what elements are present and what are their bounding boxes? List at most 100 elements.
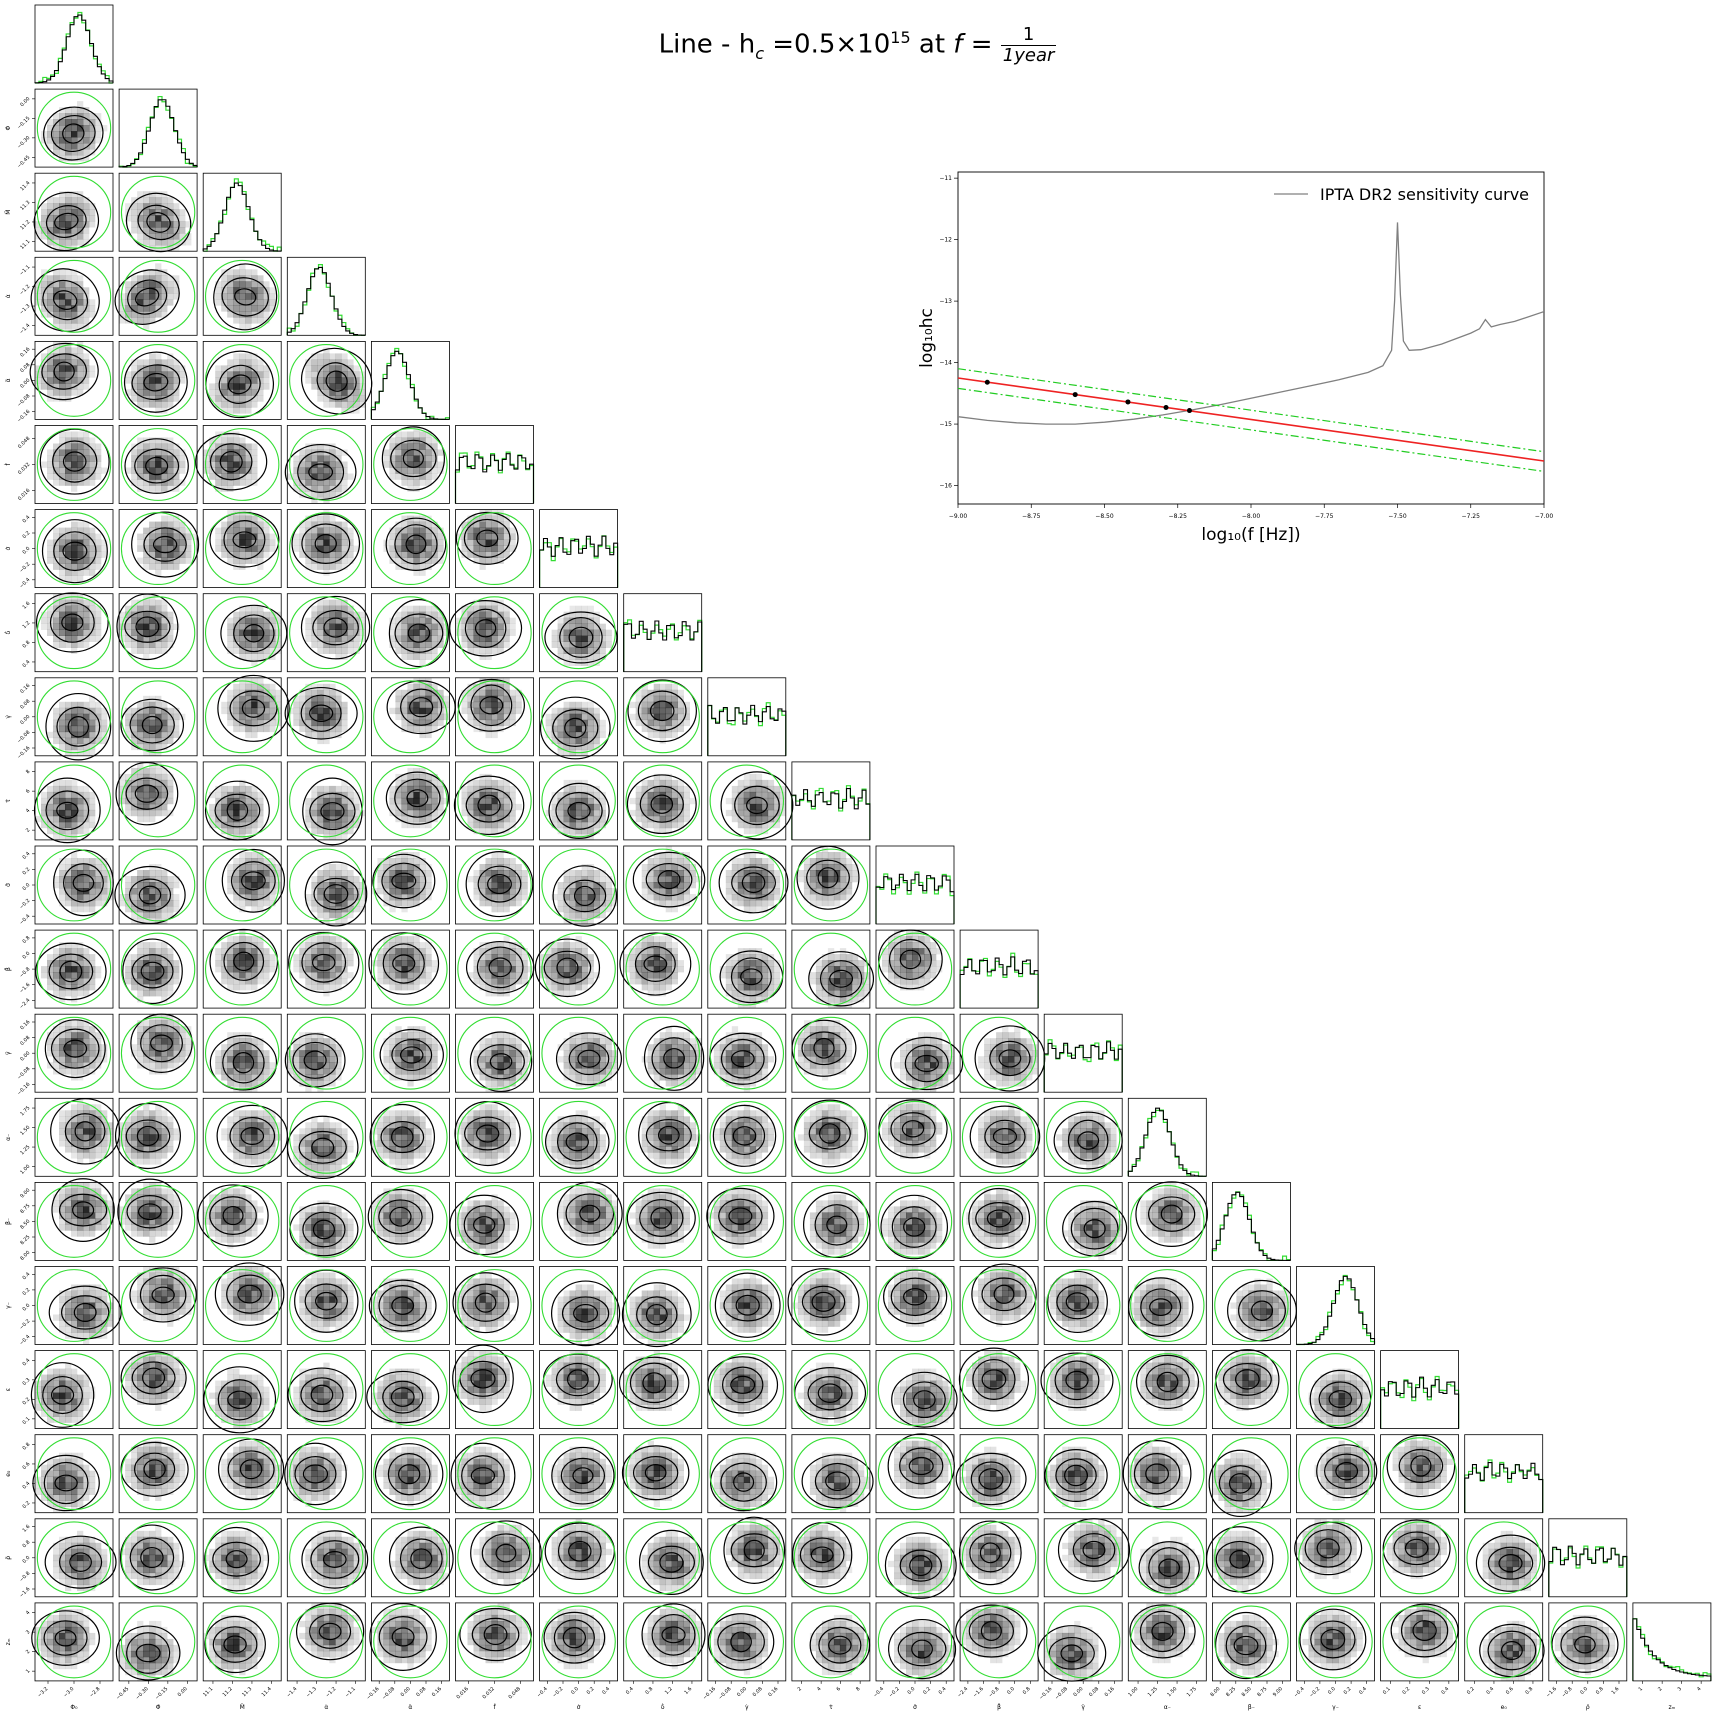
density-cell: [215, 281, 222, 288]
density-cell: [149, 317, 156, 324]
density-cell: [143, 287, 150, 294]
title-mid: =0.5×10: [763, 29, 891, 60]
density-cell: [173, 203, 180, 210]
density-cell: [161, 311, 168, 318]
density-cell: [65, 323, 72, 330]
density-cell: [149, 311, 156, 318]
density-cell: [167, 215, 174, 222]
density-cell: [41, 275, 48, 282]
title-fraction-num: 1: [1000, 24, 1057, 46]
density-cell: [71, 305, 78, 312]
density-cell: [125, 317, 132, 324]
histogram-posterior-2: [202, 182, 282, 252]
density-cell: [71, 269, 78, 276]
density-cell: [47, 215, 54, 222]
density-cell: [137, 215, 144, 222]
density-cell: [83, 317, 90, 324]
prior-contour: [120, 259, 196, 333]
density-cell: [77, 119, 84, 126]
density-cell: [233, 287, 240, 294]
contour-level-2: [62, 123, 85, 144]
density-cell: [179, 221, 186, 228]
density-cell: [173, 233, 180, 240]
density-cell: [47, 293, 54, 300]
density-cell: [41, 209, 48, 216]
density-cell: [89, 137, 96, 144]
density-cell: [65, 107, 72, 114]
density-cell: [65, 311, 72, 318]
density-cell: [83, 197, 90, 204]
density-cell: [83, 113, 90, 120]
density-cell: [47, 227, 54, 234]
density-cell: [71, 239, 78, 246]
density-cell: [65, 281, 72, 288]
density-cell: [65, 287, 72, 294]
density-cell: [77, 233, 84, 240]
density-cell: [167, 281, 174, 288]
density-cell: [137, 203, 144, 210]
contour-level-1: [137, 204, 180, 241]
density-cell: [53, 239, 60, 246]
density-cell: [41, 299, 48, 306]
density-cell: [53, 299, 60, 306]
density-cell: [137, 197, 144, 204]
density-cell: [71, 209, 78, 216]
density-cell: [83, 227, 90, 234]
density-cell: [89, 125, 96, 132]
density-cell: [125, 215, 132, 222]
density-cell: [83, 209, 90, 216]
density-cell: [227, 275, 234, 282]
density-cell: [83, 239, 90, 246]
density-cell: [53, 203, 60, 210]
density-cell: [155, 275, 162, 282]
density-cell: [221, 293, 228, 300]
density-cell: [89, 209, 96, 216]
density-cell: [77, 215, 84, 222]
density-cell: [143, 203, 150, 210]
density-cell: [149, 245, 156, 252]
density-cell: [155, 233, 162, 240]
density-cell: [161, 287, 168, 294]
density-cell: [77, 155, 84, 162]
panel-frame: [34, 172, 114, 252]
density-cell: [215, 299, 222, 306]
density-cell: [47, 233, 54, 240]
contour-level-2: [54, 212, 79, 231]
density-cell: [155, 299, 162, 306]
density-cell: [65, 269, 72, 276]
density-cell: [53, 323, 60, 330]
title-fraction: 1 1year: [1000, 24, 1057, 66]
density-cell: [125, 281, 132, 288]
density-cell: [143, 209, 150, 216]
density-cell: [131, 227, 138, 234]
density-cell: [167, 299, 174, 306]
density-cell: [131, 305, 138, 312]
density-cell: [131, 221, 138, 228]
density-cell: [77, 227, 84, 234]
density-cell: [155, 221, 162, 228]
density-cell: [227, 311, 234, 318]
density-cell: [155, 239, 162, 246]
density-cell: [155, 269, 162, 276]
density-cell: [65, 305, 72, 312]
density-cell: [77, 221, 84, 228]
density-cell: [119, 293, 126, 300]
density-cell: [161, 215, 168, 222]
density-cell: [179, 215, 186, 222]
contour-level-0: [43, 106, 104, 161]
density-cell: [65, 215, 72, 222]
density-cell: [59, 233, 66, 240]
density-cell: [137, 281, 144, 288]
density-cell: [77, 131, 84, 138]
density-cell: [71, 155, 78, 162]
contour-level-1: [42, 279, 89, 321]
density-cell: [47, 275, 54, 282]
density-cell: [53, 287, 60, 294]
density-cell: [53, 197, 60, 204]
density-cell: [137, 293, 144, 300]
density-cell: [65, 221, 72, 228]
density-cell: [221, 275, 228, 282]
density-cell: [41, 221, 48, 228]
density-cell: [71, 317, 78, 324]
density-cell: [41, 215, 48, 222]
